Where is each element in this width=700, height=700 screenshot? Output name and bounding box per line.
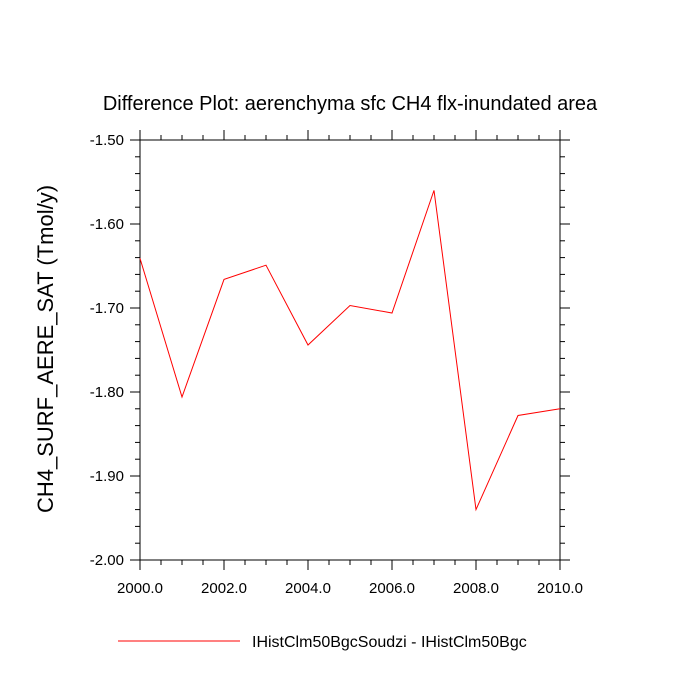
x-tick-label: 2000.0 xyxy=(117,580,163,597)
x-tick-label: 2006.0 xyxy=(369,580,415,597)
y-tick-label: -1.70 xyxy=(90,300,124,317)
series-line-0 xyxy=(139,190,561,512)
y-tick-label: -2.00 xyxy=(90,552,124,569)
y-tick-label: -1.80 xyxy=(90,384,124,401)
legend: IHistClm50BgcSoudzi - IHistClm50Bgc xyxy=(118,634,527,651)
plot-axes: 2000.0 2002.0 2004.0 2006.0 2008.0 2010.0 -1.5… xyxy=(90,130,583,597)
chart-title: Difference Plot: aerenchyma sfc CH4 flx-… xyxy=(103,93,598,115)
x-tick-label: 2010.0 xyxy=(537,580,583,597)
y-tick-label: -1.60 xyxy=(90,216,124,233)
data-point xyxy=(476,509,477,510)
data-point xyxy=(140,258,141,259)
y-tick-label: -1.90 xyxy=(90,468,124,485)
data-point xyxy=(434,190,435,191)
data-point xyxy=(308,344,309,345)
y-tick-label: -1.50 xyxy=(90,132,124,149)
plot-series xyxy=(139,190,561,512)
data-point xyxy=(224,279,225,280)
y-axis-label: CH4_SURF_AERE_SAT (Tmol/y) xyxy=(33,185,58,513)
data-point xyxy=(560,408,561,409)
data-point xyxy=(266,265,267,266)
data-point xyxy=(518,415,519,416)
x-tick-label: 2002.0 xyxy=(201,580,247,597)
legend-label: IHistClm50BgcSoudzi - IHistClm50Bgc xyxy=(252,634,527,651)
data-point xyxy=(182,397,183,398)
x-tick-label: 2008.0 xyxy=(453,580,499,597)
plot-frame xyxy=(139,139,561,561)
data-point xyxy=(350,305,351,306)
data-point xyxy=(392,313,393,314)
x-tick-label: 2004.0 xyxy=(285,580,331,597)
